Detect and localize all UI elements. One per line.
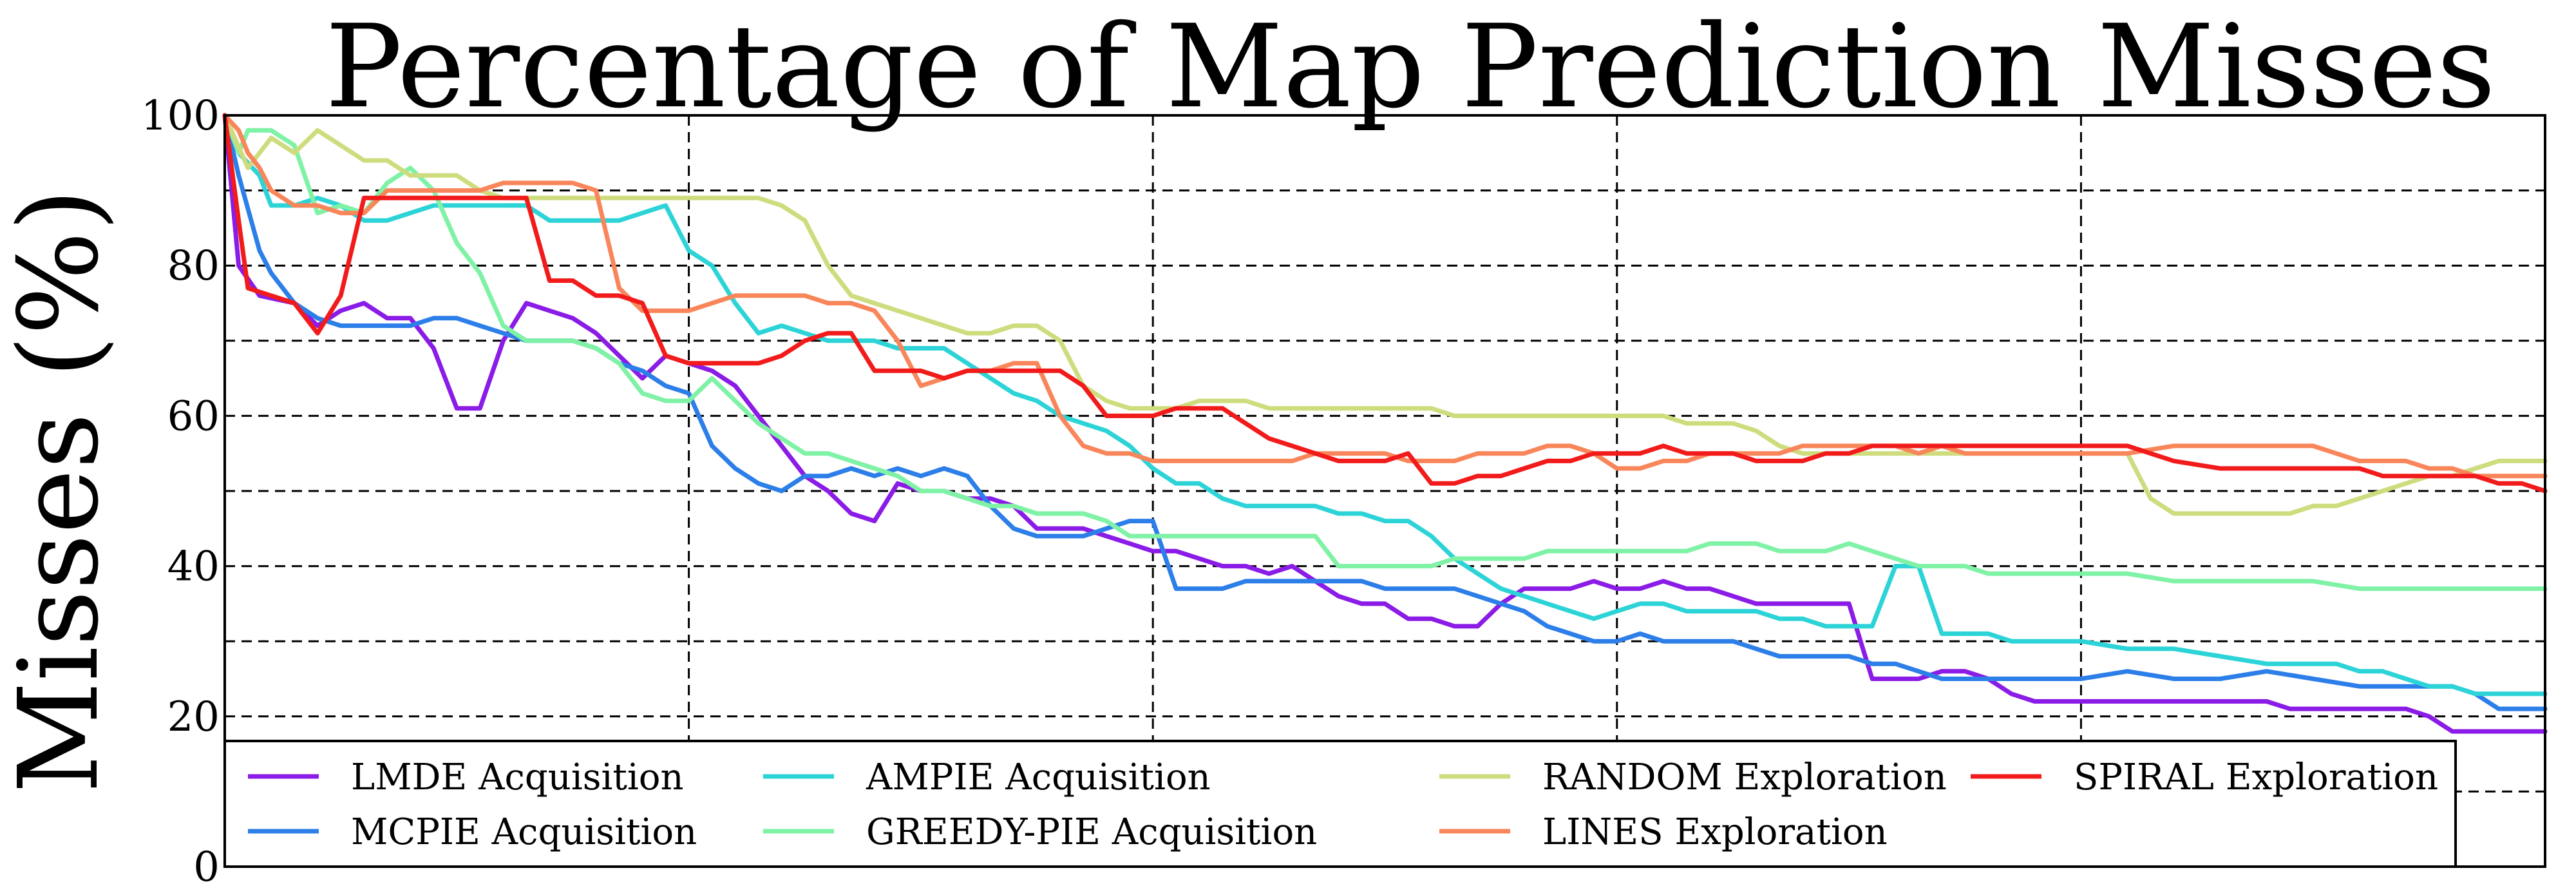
y-tick-label: 100: [141, 92, 220, 140]
series-line-greedy-pie-acquisition: [222, 113, 2548, 592]
y-tick-label: 0: [193, 843, 220, 891]
series-line-ampie-acquisition: [222, 113, 2548, 697]
y-tick-label: 80: [167, 242, 220, 290]
y-axis-ticks: 0 20 40 60 80 100: [141, 92, 220, 891]
series-line-lmde-acquisition: [222, 113, 2548, 734]
series-line-random-exploration: [222, 113, 2548, 516]
y-axis-label: Misses (%): [0, 189, 123, 794]
legend: LMDE Acquisition MCPIE Acquisition AMPIE A…: [223, 740, 2457, 868]
chart-title: Percentage of Map Prediction Misses: [325, 0, 2496, 133]
series-lines: [222, 113, 2548, 734]
series-line-spiral-exploration: [222, 113, 2548, 494]
series-line-mcpie-acquisition: [222, 113, 2548, 711]
y-tick-label: 20: [167, 693, 220, 741]
legend-label: LINES Exploration: [1542, 811, 1888, 853]
y-tick-label: 60: [167, 392, 220, 440]
legend-box: [223, 740, 2457, 868]
legend-label: SPIRAL Exploration: [2074, 756, 2438, 798]
legend-label: MCPIE Acquisition: [351, 811, 697, 853]
y-tick-label: 40: [167, 543, 220, 591]
legend-label: LMDE Acquisition: [351, 756, 684, 798]
series-line-lines-exploration: [222, 113, 2548, 479]
legend-label: GREEDY-PIE Acquisition: [866, 811, 1317, 853]
legend-label: AMPIE Acquisition: [866, 756, 1211, 798]
legend-label: RANDOM Exploration: [1542, 756, 1947, 798]
